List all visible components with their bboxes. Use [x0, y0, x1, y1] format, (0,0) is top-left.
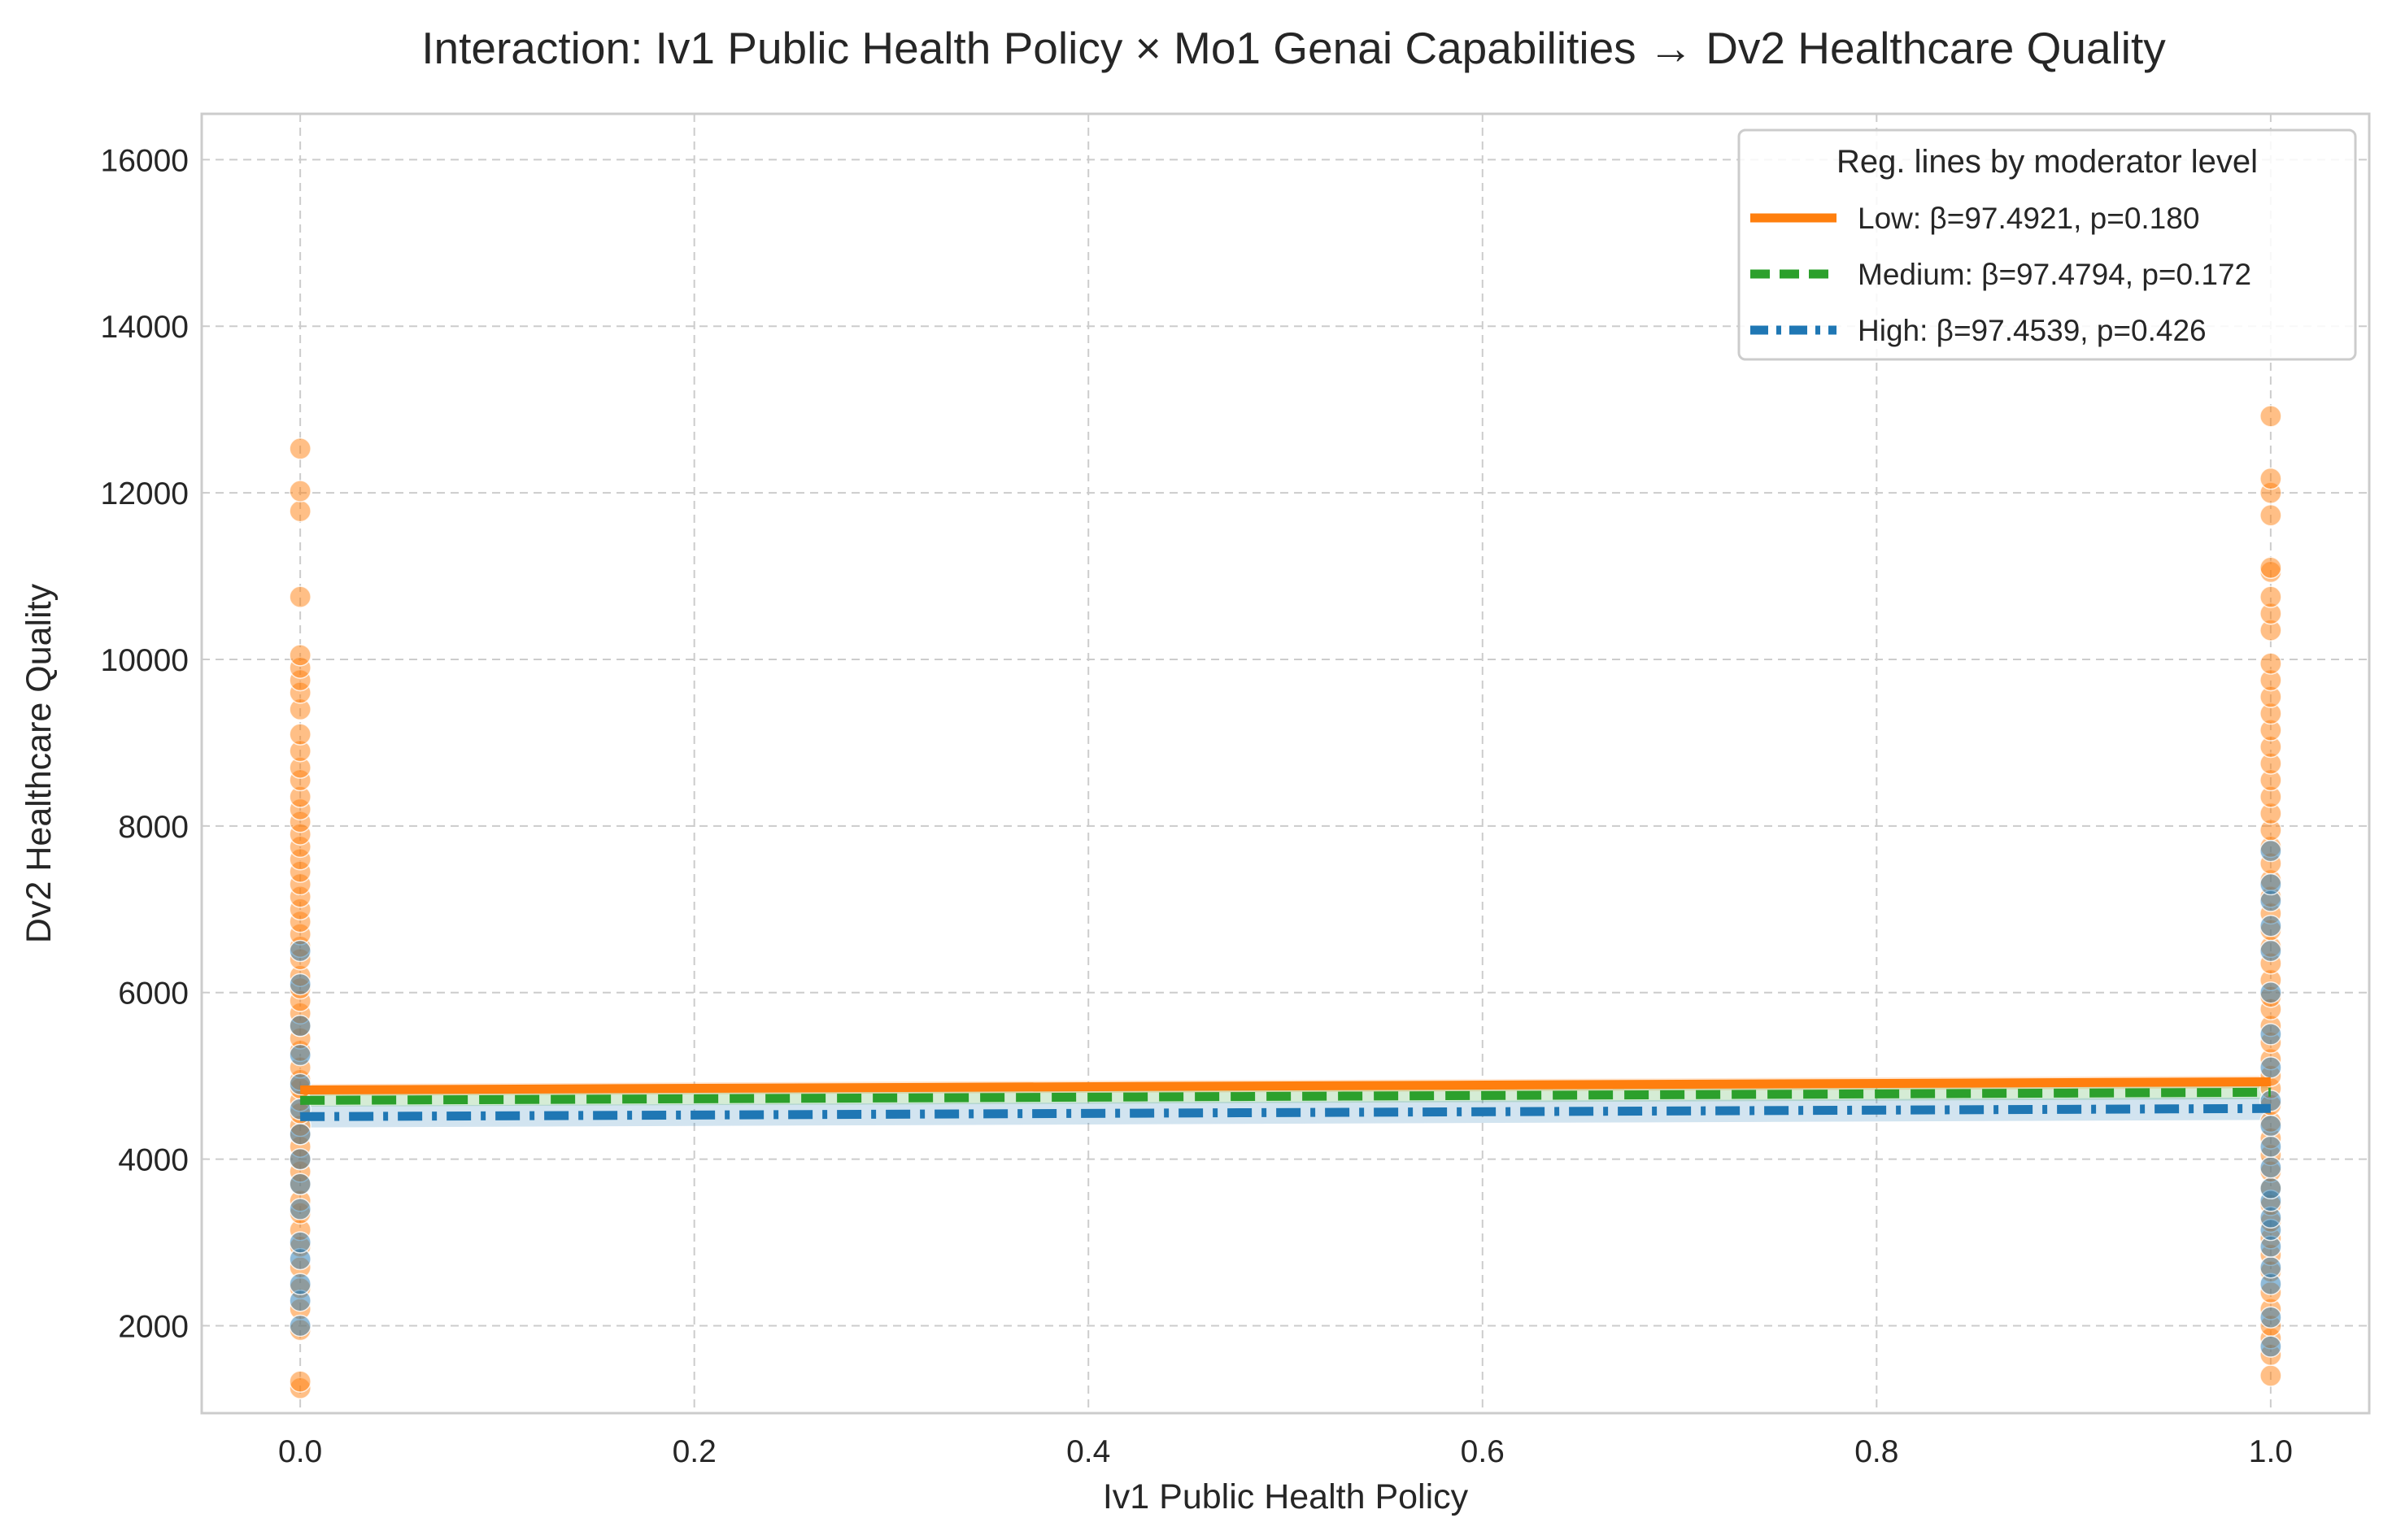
y-tick-label: 10000: [101, 643, 189, 678]
y-tick-label: 2000: [118, 1309, 189, 1344]
x-tick-label: 1.0: [2249, 1434, 2293, 1469]
point-high: [2259, 1335, 2282, 1358]
y-tick-label: 12000: [101, 476, 189, 511]
axis-ticks: 0.0 0.2 0.4 0.6 0.8 1.0 2000 4000 6000 8000 10000 1…: [101, 143, 2293, 1469]
plot-frame: [200, 112, 2371, 1415]
point-high: [2259, 1023, 2282, 1046]
point-low: [2259, 556, 2282, 580]
point-high: [289, 1172, 312, 1196]
point-low: [2259, 585, 2282, 608]
x-tick-label: 0.6: [1461, 1434, 1505, 1469]
point-high: [289, 1231, 312, 1254]
reg-line-low: [300, 1077, 2271, 1095]
y-tick-label: 6000: [118, 977, 189, 1011]
reg-line-medium: [300, 1087, 2271, 1105]
reg-line-high: [300, 1103, 2271, 1121]
point-low: [2259, 652, 2282, 675]
grid: [202, 114, 2369, 1413]
point-high: [289, 1314, 312, 1338]
scatter-points: [289, 405, 2282, 1400]
point-high: [2259, 1177, 2282, 1200]
point-high: [2259, 939, 2282, 963]
legend-label-medium: Medium: β=97.4794, p=0.172: [1858, 258, 2251, 291]
point-high: [289, 1198, 312, 1220]
y-tick-label: 4000: [118, 1143, 189, 1178]
regression-lines: [300, 1077, 2271, 1121]
y-tick-label: 16000: [101, 143, 189, 178]
point-high: [2259, 1255, 2282, 1279]
point-low: [289, 1370, 312, 1393]
point-high: [2259, 1135, 2282, 1158]
point-high: [2259, 1114, 2282, 1138]
point-high: [289, 939, 312, 963]
x-tick-label: 0.2: [673, 1434, 717, 1469]
point-high: [2259, 872, 2282, 896]
x-tick-label: 0.0: [278, 1434, 322, 1469]
y-tick-label: 8000: [118, 810, 189, 845]
point-high: [289, 972, 312, 996]
point-high: [2259, 839, 2282, 863]
point-high: [289, 1123, 312, 1146]
legend-entries: Low: β=97.4921, p=0.180 Medium: β=97.4794…: [1750, 202, 2251, 347]
point-low: [2259, 503, 2282, 527]
y-tick-label: 14000: [101, 310, 189, 345]
legend-label-low: Low: β=97.4921, p=0.180: [1858, 202, 2199, 235]
x-tick-label: 0.4: [1066, 1434, 1110, 1469]
point-high: [2259, 915, 2282, 937]
point-high: [2259, 1306, 2282, 1329]
y-axis-label: Dv2 Healthcare Quality: [20, 583, 59, 943]
point-low: [289, 723, 312, 746]
point-low: [289, 644, 312, 667]
point-high: [289, 1043, 312, 1067]
x-axis-label: Iv1 Public Health Policy: [1103, 1477, 1469, 1516]
point-low: [289, 480, 312, 502]
point-low: [289, 499, 312, 523]
point-low: [289, 437, 312, 460]
point-high: [2259, 981, 2282, 1004]
chart-title: Interaction: Iv1 Public Health Policy × …: [421, 23, 2166, 73]
point-low: [2259, 1364, 2282, 1387]
legend: Reg. lines by moderator level Low: β=97.…: [1737, 128, 2357, 361]
point-high: [289, 1147, 312, 1171]
point-low: [2259, 467, 2282, 490]
point-high: [2259, 1156, 2282, 1179]
x-tick-label: 0.8: [1854, 1434, 1898, 1469]
point-high: [289, 1272, 312, 1295]
point-low: [289, 585, 312, 608]
legend-box: [1737, 128, 2357, 361]
point-high: [289, 1014, 312, 1038]
legend-label-high: High: β=97.4539, p=0.426: [1858, 314, 2207, 347]
point-low: [2259, 405, 2282, 428]
legend-title: Reg. lines by moderator level: [1836, 144, 2258, 180]
point-high: [2259, 1056, 2282, 1079]
